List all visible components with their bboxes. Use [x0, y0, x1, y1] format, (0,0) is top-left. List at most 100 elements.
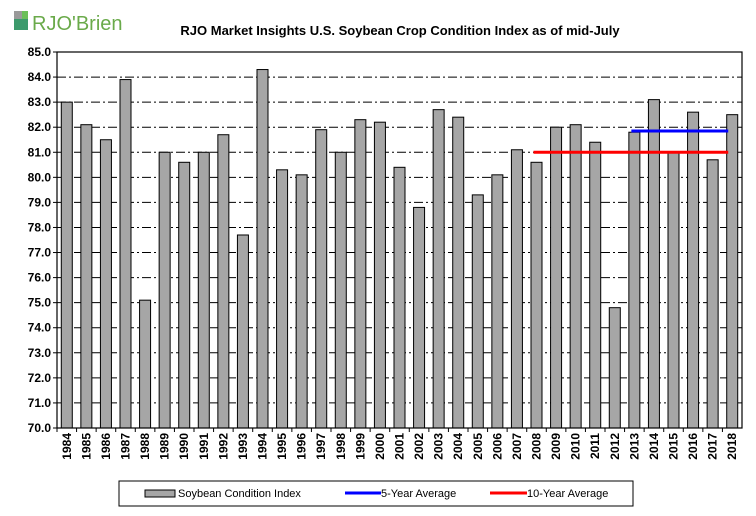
bar-1984	[60, 101, 73, 429]
bar-1986	[99, 139, 112, 429]
legend-label-soybean: Soybean Condition Index	[178, 488, 301, 500]
x-tick-label: 1989	[158, 433, 172, 460]
x-tick-label: 2006	[490, 433, 504, 460]
bar-2009	[550, 126, 563, 429]
bar-1994	[256, 69, 269, 429]
x-tick-label: 1988	[138, 433, 152, 460]
bar-2018	[726, 114, 739, 429]
x-tick-label: 2010	[569, 433, 583, 460]
bar-1993	[236, 234, 249, 429]
x-tick-label: 2017	[706, 433, 720, 460]
bar-2008	[530, 161, 543, 429]
bar-1995	[276, 169, 289, 429]
x-tick-label: 1986	[99, 433, 113, 460]
x-tick-label: 2008	[530, 433, 544, 460]
bar-1989	[158, 151, 171, 429]
y-tick-label: 71.0	[28, 396, 52, 410]
x-tick-label: 2012	[608, 433, 622, 460]
x-tick-label: 2001	[393, 433, 407, 460]
plot-frame	[56, 51, 743, 429]
logo-mark-lightgreen	[22, 11, 28, 19]
y-tick-label: 72.0	[28, 371, 52, 385]
bar-2016	[687, 111, 700, 429]
bar-1999	[354, 119, 367, 429]
y-tick-label: 83.0	[28, 95, 52, 109]
bar-2001	[393, 166, 406, 429]
y-tick-label: 78.0	[28, 220, 52, 234]
x-tick-label: 2002	[412, 433, 426, 460]
legend-label-10yr: 10-Year Average	[527, 488, 608, 500]
bar-2011	[589, 141, 602, 429]
x-tick-label: 2004	[451, 433, 465, 460]
y-tick-label: 74.0	[28, 321, 52, 335]
bar-1998	[334, 151, 347, 429]
bar-1987	[119, 79, 132, 429]
x-tick-label: 2011	[588, 433, 602, 459]
y-tick-label: 80.0	[28, 170, 52, 184]
legend: Soybean Condition Index 5-Year Average 1…	[118, 480, 634, 507]
bar-1985	[80, 124, 93, 429]
x-tick-label: 2016	[686, 433, 700, 460]
bar-2004	[452, 116, 465, 429]
bar-2005	[471, 194, 484, 429]
bar-2017	[706, 159, 719, 429]
y-tick-label: 79.0	[28, 195, 52, 209]
y-tick-label: 82.0	[28, 120, 52, 134]
logo-text: RJO'Brien	[32, 13, 123, 35]
x-tick-label: 1995	[275, 433, 289, 460]
bar-1996	[295, 174, 308, 429]
bar-2013	[628, 131, 641, 429]
bar-2006	[491, 174, 504, 429]
legend-label-5yr: 5-Year Average	[381, 488, 456, 500]
bar-2002	[413, 206, 426, 429]
bar-2007	[510, 149, 523, 429]
x-tick-label: 1985	[79, 433, 93, 460]
logo-mark-green	[14, 19, 28, 30]
x-tick-label: 2015	[667, 433, 681, 460]
x-tick-label: 2007	[510, 433, 524, 460]
y-tick-label: 76.0	[28, 271, 52, 285]
bar-2003	[432, 109, 445, 429]
legend-swatch-soybean	[144, 489, 176, 498]
bar-2000	[373, 121, 386, 429]
x-tick-label: 1996	[295, 433, 309, 460]
bar-2015	[667, 151, 680, 429]
x-tick-label: 1990	[177, 433, 191, 460]
y-tick-label: 84.0	[28, 70, 52, 84]
x-tick-label: 2000	[373, 433, 387, 460]
x-tick-label: 1991	[197, 433, 211, 460]
bar-1991	[197, 151, 210, 429]
x-tick-label: 2003	[432, 433, 446, 460]
x-tick-label: 2014	[647, 433, 661, 460]
bar-2014	[647, 99, 660, 429]
bar-2010	[569, 124, 582, 429]
x-tick-label: 2018	[725, 433, 739, 460]
x-tick-label: 1993	[236, 433, 250, 460]
y-tick-label: 73.0	[28, 346, 52, 360]
x-tick-label: 1992	[216, 433, 230, 460]
bar-1992	[217, 134, 230, 429]
logo-mark-gray	[14, 11, 22, 19]
logo: RJO'Brien	[14, 11, 123, 35]
bar-2012	[608, 307, 621, 429]
bar-1988	[139, 299, 152, 429]
x-tick-label: 1999	[353, 433, 367, 460]
x-tick-label: 1997	[314, 433, 328, 460]
bar-1997	[315, 129, 328, 429]
y-tick-label: 77.0	[28, 246, 52, 260]
x-tick-label: 2005	[471, 433, 485, 460]
chart-title: RJO Market Insights U.S. Soybean Crop Co…	[180, 23, 620, 38]
x-tick-label: 1998	[334, 433, 348, 460]
x-tick-label: 2009	[549, 433, 563, 460]
x-tick-label: 1987	[119, 433, 133, 460]
x-tick-label: 2013	[627, 433, 641, 460]
y-tick-label: 85.0	[28, 45, 52, 59]
y-tick-label: 75.0	[28, 296, 52, 310]
bar-1990	[178, 161, 191, 429]
x-tick-label: 1984	[60, 433, 74, 460]
x-tick-label: 1994	[256, 433, 270, 460]
y-tick-label: 70.0	[28, 421, 52, 435]
y-tick-label: 81.0	[28, 145, 52, 159]
